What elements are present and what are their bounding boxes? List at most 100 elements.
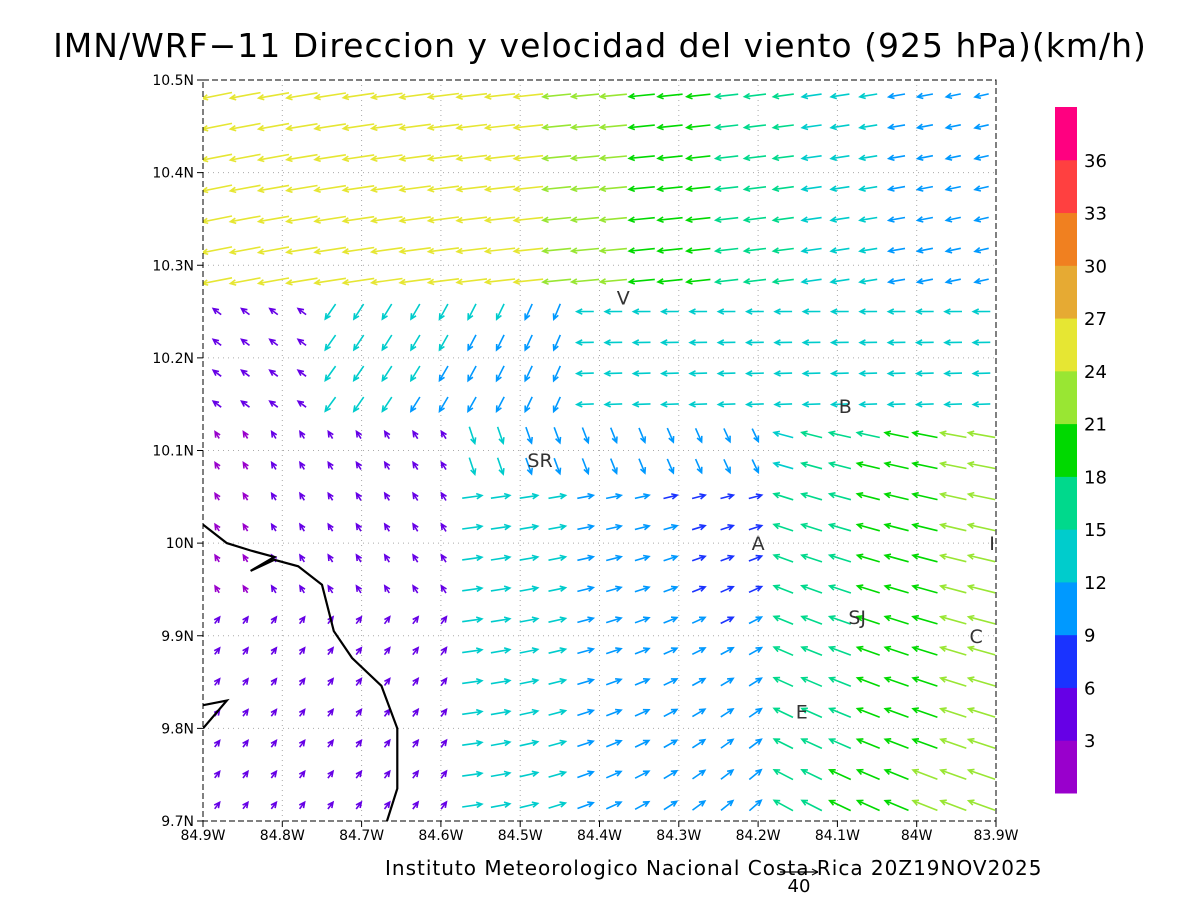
wind-arrow — [313, 215, 347, 224]
wind-arrow — [440, 615, 448, 625]
wind-arrow — [656, 278, 683, 285]
wind-arrow — [483, 185, 516, 193]
wind-arrow — [656, 92, 683, 100]
wind-arrow — [577, 770, 595, 779]
wind-arrow — [688, 308, 708, 315]
colorbar-label: 24 — [1084, 362, 1107, 383]
wind-arrow — [284, 153, 318, 163]
wind-arrow — [911, 461, 938, 470]
wind-arrow — [256, 92, 290, 101]
wind-arrow — [634, 647, 651, 655]
wind-arrow — [270, 615, 278, 625]
wind-arrow — [828, 676, 852, 687]
wind-arrow — [691, 524, 707, 531]
wind-arrow — [938, 553, 967, 563]
wind-arrow — [519, 492, 540, 500]
wind-arrow — [748, 646, 764, 656]
wind-arrow — [627, 216, 655, 224]
wind-arrow — [242, 646, 249, 655]
wind-arrow — [858, 339, 878, 346]
wind-arrow — [855, 553, 880, 563]
place-label: V — [617, 288, 630, 310]
wind-arrow — [299, 553, 306, 563]
wind-arrow — [298, 646, 306, 655]
wind-arrow — [228, 215, 261, 225]
wind-arrow — [412, 800, 420, 810]
wind-arrow — [327, 491, 334, 501]
wind-arrow — [855, 645, 880, 656]
wind-arrow — [631, 370, 651, 377]
wind-arrow — [495, 365, 505, 383]
wind-arrow — [938, 461, 967, 470]
colorbar-swatch — [1055, 740, 1077, 794]
wind-arrow — [915, 216, 934, 223]
wind-arrow — [971, 400, 991, 408]
colorbar-swatch — [1055, 107, 1077, 161]
wind-arrow — [858, 277, 878, 285]
wind-arrow — [412, 553, 419, 563]
wind-arrow — [211, 400, 222, 408]
wind-arrow — [203, 246, 233, 256]
wind-arrow — [426, 247, 459, 255]
wind-arrow — [369, 246, 403, 255]
wind-arrow — [495, 334, 505, 352]
wind-arrow — [855, 799, 880, 812]
wind-arrow — [742, 154, 767, 162]
wind-arrow — [800, 154, 822, 162]
wind-arrow — [490, 616, 512, 623]
wind-arrow — [242, 491, 249, 501]
wind-arrow — [203, 91, 233, 101]
colorbar-swatch — [1055, 159, 1077, 214]
colorbar-swatch — [1055, 265, 1077, 319]
wind-arrow — [214, 522, 221, 532]
wind-arrow — [827, 584, 852, 594]
wind-arrow — [663, 585, 679, 593]
wind-arrow — [915, 247, 934, 254]
wind-arrow — [383, 615, 391, 625]
wind-arrow — [581, 458, 590, 476]
wind-arrow — [412, 738, 420, 748]
wind-arrow — [855, 615, 880, 625]
reference-label: 40 — [788, 876, 811, 897]
wind-arrow — [771, 216, 794, 223]
wind-arrow — [915, 277, 934, 285]
wind-arrow — [772, 615, 794, 625]
wind-arrow — [800, 123, 822, 131]
wind-arrow — [744, 370, 764, 377]
colorbar-swatch — [1055, 212, 1077, 266]
wind-arrow — [886, 216, 906, 223]
colorbar-label: 6 — [1084, 678, 1095, 699]
wind-arrow — [858, 185, 878, 192]
wind-arrow — [609, 458, 618, 476]
wind-arrow — [426, 216, 459, 224]
wind-arrow — [938, 676, 967, 687]
wind-arrow — [548, 647, 568, 654]
wind-arrow — [772, 676, 794, 688]
wind-arrow — [684, 154, 711, 162]
wind-arrow — [467, 365, 477, 383]
wind-arrow — [355, 677, 363, 686]
wind-arrow — [483, 123, 516, 131]
wind-arrow — [327, 522, 334, 532]
wind-arrow — [748, 585, 764, 594]
wind-arrow — [800, 615, 823, 625]
wind-arrow — [270, 646, 278, 655]
wind-arrow — [426, 123, 459, 131]
wind-arrow — [663, 769, 679, 780]
wind-arrow — [827, 522, 852, 532]
wind-arrow — [213, 800, 221, 810]
wind-arrow — [512, 93, 544, 100]
wind-arrow — [355, 615, 363, 625]
wind-arrow — [214, 430, 221, 439]
wind-arrow — [242, 461, 249, 470]
place-label: SJ — [848, 607, 866, 629]
wind-arrow — [270, 769, 278, 779]
y-tick-label: 10.4N — [152, 166, 194, 182]
wind-arrow — [462, 523, 484, 531]
wind-arrow — [634, 616, 651, 624]
wind-arrow — [440, 553, 447, 563]
wind-arrow — [911, 676, 938, 687]
wind-arrow — [298, 800, 306, 810]
wind-arrow — [692, 769, 707, 780]
wind-arrow — [659, 339, 679, 346]
